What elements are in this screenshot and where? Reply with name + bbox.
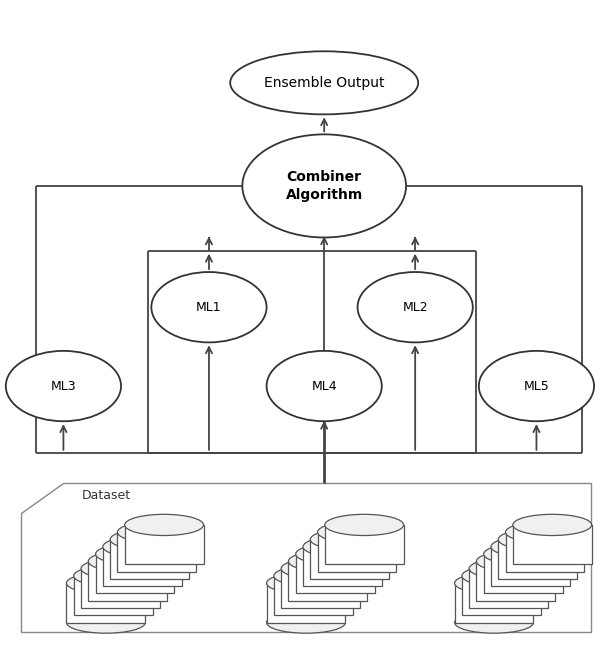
Ellipse shape (67, 612, 145, 633)
Ellipse shape (455, 573, 534, 594)
Bar (274, 576, 353, 615)
Bar (462, 576, 540, 615)
Ellipse shape (95, 543, 174, 565)
Ellipse shape (88, 551, 167, 572)
Bar (318, 533, 397, 571)
Bar (455, 583, 534, 623)
Polygon shape (21, 483, 591, 632)
Bar (491, 547, 570, 586)
Ellipse shape (73, 565, 152, 587)
Text: ML3: ML3 (51, 379, 76, 393)
Text: ML1: ML1 (196, 300, 222, 314)
Bar (95, 554, 174, 593)
Ellipse shape (267, 351, 382, 421)
Ellipse shape (513, 514, 592, 536)
Ellipse shape (506, 522, 584, 543)
Text: Dataset: Dataset (81, 489, 131, 502)
Bar (125, 525, 204, 565)
Bar (281, 569, 360, 608)
Bar (498, 539, 577, 579)
Ellipse shape (462, 565, 540, 587)
Ellipse shape (267, 612, 345, 633)
Ellipse shape (498, 529, 577, 550)
Ellipse shape (67, 573, 145, 594)
Ellipse shape (303, 536, 382, 557)
Ellipse shape (318, 522, 397, 543)
Bar (118, 533, 196, 571)
Text: Combiner
Algorithm: Combiner Algorithm (286, 170, 363, 202)
Bar (88, 561, 167, 601)
Ellipse shape (476, 551, 555, 572)
Ellipse shape (125, 514, 204, 536)
Ellipse shape (267, 573, 345, 594)
Bar (506, 533, 584, 571)
Bar (103, 547, 182, 586)
Ellipse shape (118, 522, 196, 543)
Bar (81, 569, 160, 608)
Bar (310, 539, 389, 579)
Ellipse shape (325, 514, 404, 536)
Ellipse shape (242, 134, 406, 237)
Bar (476, 561, 555, 601)
Bar (483, 554, 562, 593)
Bar (513, 525, 592, 565)
Text: ML2: ML2 (402, 300, 428, 314)
Ellipse shape (491, 536, 570, 557)
Bar (110, 539, 189, 579)
Bar (296, 554, 375, 593)
Ellipse shape (479, 351, 594, 421)
Ellipse shape (288, 551, 367, 572)
Ellipse shape (151, 272, 267, 343)
Ellipse shape (357, 272, 473, 343)
Bar (267, 583, 345, 623)
Bar (303, 547, 382, 586)
Bar (67, 583, 145, 623)
Ellipse shape (310, 529, 389, 550)
Ellipse shape (469, 558, 548, 579)
Bar (73, 576, 152, 615)
Ellipse shape (110, 529, 189, 550)
Ellipse shape (6, 351, 121, 421)
Bar (288, 561, 367, 601)
Ellipse shape (483, 543, 562, 565)
Text: ML4: ML4 (312, 379, 337, 393)
Ellipse shape (281, 558, 360, 579)
Text: Ensemble Output: Ensemble Output (264, 76, 384, 90)
Bar (469, 569, 548, 608)
Ellipse shape (81, 558, 160, 579)
Ellipse shape (455, 612, 534, 633)
Bar (325, 525, 404, 565)
Ellipse shape (230, 52, 418, 114)
Text: ML5: ML5 (524, 379, 550, 393)
Ellipse shape (103, 536, 182, 557)
Ellipse shape (274, 565, 353, 587)
Ellipse shape (296, 543, 375, 565)
